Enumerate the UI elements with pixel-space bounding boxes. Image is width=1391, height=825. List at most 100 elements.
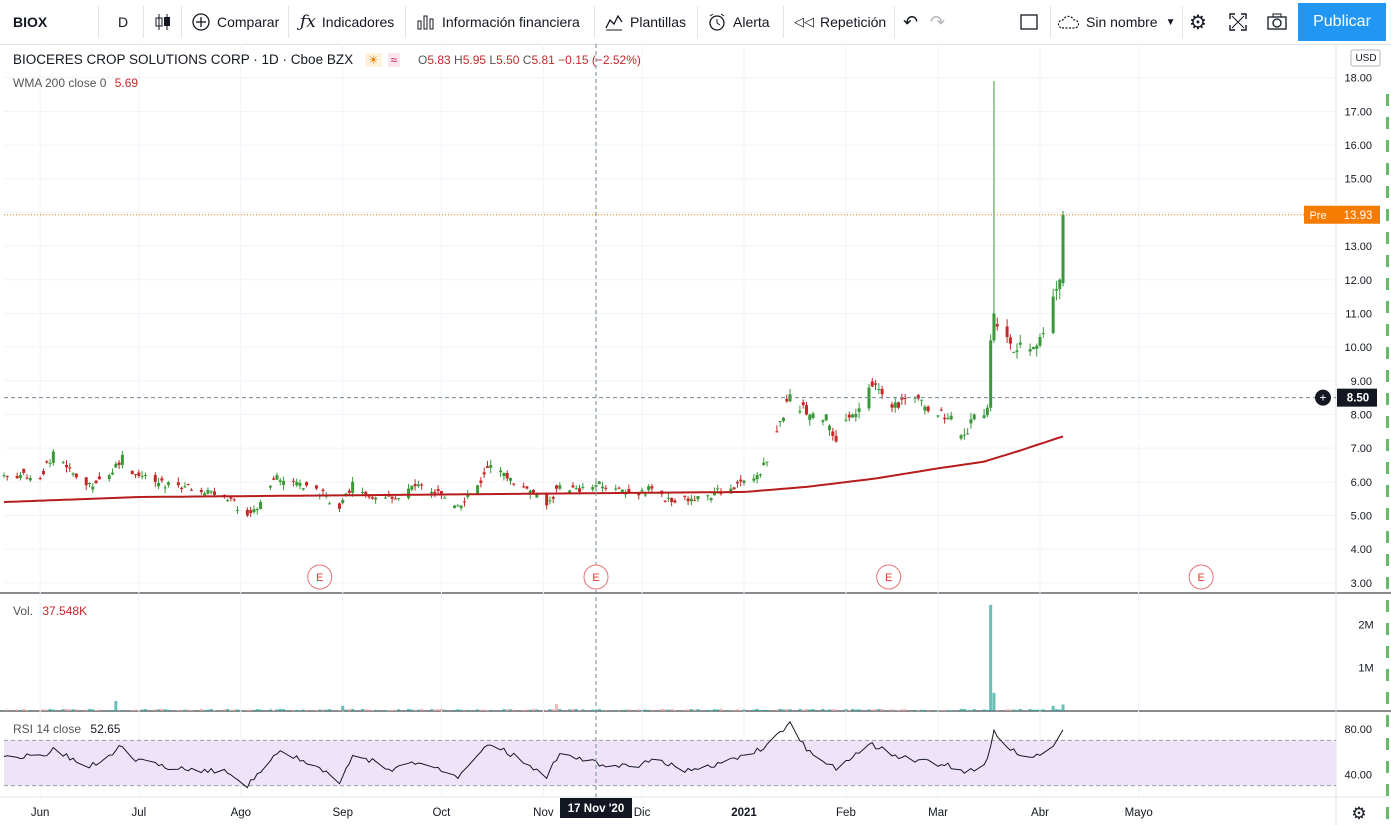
- volume-bar: [341, 705, 345, 711]
- candle-body: [505, 472, 509, 479]
- gear-icon[interactable]: ⚙: [1351, 804, 1366, 824]
- candle-body: [532, 490, 536, 493]
- candle-body: [591, 487, 595, 490]
- replay-button[interactable]: ◁◁ Repetición: [794, 0, 886, 44]
- financials-button[interactable]: Información financiera: [416, 0, 580, 44]
- publish-button[interactable]: Publicar: [1298, 3, 1386, 41]
- side-marker: [1386, 646, 1389, 658]
- candle-body: [1018, 342, 1022, 345]
- volume-bar: [647, 709, 651, 711]
- volume-bar: [877, 708, 881, 711]
- volume-bar: [739, 710, 743, 711]
- volume-bar: [706, 709, 710, 711]
- layout-name-dropdown[interactable]: Sin nombre ▼: [1056, 0, 1176, 44]
- fullscreen-button[interactable]: [1228, 0, 1248, 44]
- volume-bar: [512, 709, 516, 711]
- candle-body: [153, 474, 157, 482]
- undo-button[interactable]: ↶: [903, 0, 918, 44]
- candle-body: [597, 481, 601, 485]
- candle-body: [459, 505, 463, 509]
- candle-body: [229, 497, 233, 499]
- candle-body: [985, 407, 989, 416]
- candle-body: [877, 389, 881, 391]
- candle-body: [18, 475, 22, 478]
- rsi-legend[interactable]: RSI 14 close 52.65: [13, 722, 120, 736]
- x-tick-label: 2021: [731, 807, 757, 819]
- volume-bar: [847, 710, 851, 711]
- layout-toggle-button[interactable]: [1019, 0, 1039, 44]
- volume-legend[interactable]: Vol. 37.548K: [13, 604, 87, 618]
- volume-bar: [939, 709, 943, 711]
- candle-body: [732, 487, 736, 490]
- volume-bar: [555, 704, 559, 711]
- candle-body: [433, 491, 437, 494]
- volume-bar: [874, 709, 878, 711]
- candle-body: [920, 399, 924, 401]
- currency-box[interactable]: [1350, 49, 1381, 67]
- candle-body: [601, 486, 605, 489]
- candle-body: [798, 410, 802, 413]
- chart-canvas[interactable]: 3.00 4.00 5.00 6.00 7.00 8.00 9.00 10.00 11.00 12…: [0, 44, 1391, 825]
- interval-button[interactable]: D: [118, 0, 128, 44]
- candle-body: [683, 495, 687, 497]
- candle-body: [804, 405, 808, 415]
- side-marker: [1386, 508, 1389, 520]
- settings-button[interactable]: ⚙: [1189, 0, 1207, 44]
- candle-body: [232, 499, 236, 501]
- x-tick-label: Dic: [634, 807, 651, 819]
- indicators-button[interactable]: ƒx Indicadores: [300, 0, 394, 44]
- volume-bar: [617, 709, 621, 711]
- earnings-marker[interactable]: [307, 564, 333, 590]
- volume-bar: [390, 710, 394, 711]
- volume-bar: [74, 709, 78, 711]
- candle-body: [275, 475, 279, 480]
- volume-bar: [351, 708, 355, 711]
- volume-bar: [535, 709, 539, 711]
- wma-label: WMA 200 close 0: [13, 76, 107, 90]
- candle-body: [226, 500, 230, 502]
- candle-body: [140, 475, 144, 477]
- alert-button[interactable]: Alerta: [707, 0, 770, 44]
- candle-body: [245, 509, 249, 516]
- volume-bar: [670, 708, 674, 711]
- volume-bar: [778, 708, 782, 711]
- earnings-marker[interactable]: [876, 564, 902, 590]
- volume-bar: [758, 710, 762, 711]
- open-value: 5.83: [427, 53, 451, 67]
- symbol-search[interactable]: BIOX: [13, 0, 47, 44]
- redo-button[interactable]: ↷: [930, 0, 945, 44]
- candle-body: [64, 464, 68, 468]
- x-tick-label: Sep: [333, 807, 353, 819]
- candle-body: [548, 500, 552, 502]
- templates-button[interactable]: Plantillas: [604, 0, 686, 44]
- volume-bar: [620, 709, 624, 711]
- candle-body: [712, 491, 716, 496]
- side-marker: [1386, 278, 1389, 290]
- volume-bar: [568, 709, 572, 711]
- side-marker: [1386, 738, 1389, 750]
- earnings-marker[interactable]: [1188, 564, 1214, 590]
- volume-bar: [324, 709, 328, 711]
- volume-bar: [314, 710, 318, 711]
- candle-body: [758, 474, 762, 476]
- candle-body: [407, 488, 411, 499]
- compare-button[interactable]: Comparar: [191, 0, 279, 44]
- candle-body: [51, 451, 55, 463]
- candle-body: [627, 488, 631, 493]
- candle-body: [259, 502, 263, 510]
- chart-type-button[interactable]: [154, 0, 172, 44]
- candle-body: [946, 417, 950, 420]
- wma-legend[interactable]: WMA 200 close 0 5.69: [13, 76, 138, 90]
- volume-bar: [966, 710, 970, 711]
- volume-bar: [232, 709, 236, 711]
- add-alert-button[interactable]: [1315, 389, 1331, 406]
- volume-bar: [41, 709, 45, 711]
- volume-bar: [581, 709, 585, 711]
- candle-body: [666, 497, 670, 499]
- snapshot-button[interactable]: [1266, 0, 1288, 44]
- volume-bar: [1031, 709, 1035, 711]
- earnings-marker[interactable]: [583, 564, 609, 590]
- volume-bar: [969, 710, 973, 711]
- indicators-label: Indicadores: [321, 14, 395, 30]
- volume-bar: [683, 709, 687, 711]
